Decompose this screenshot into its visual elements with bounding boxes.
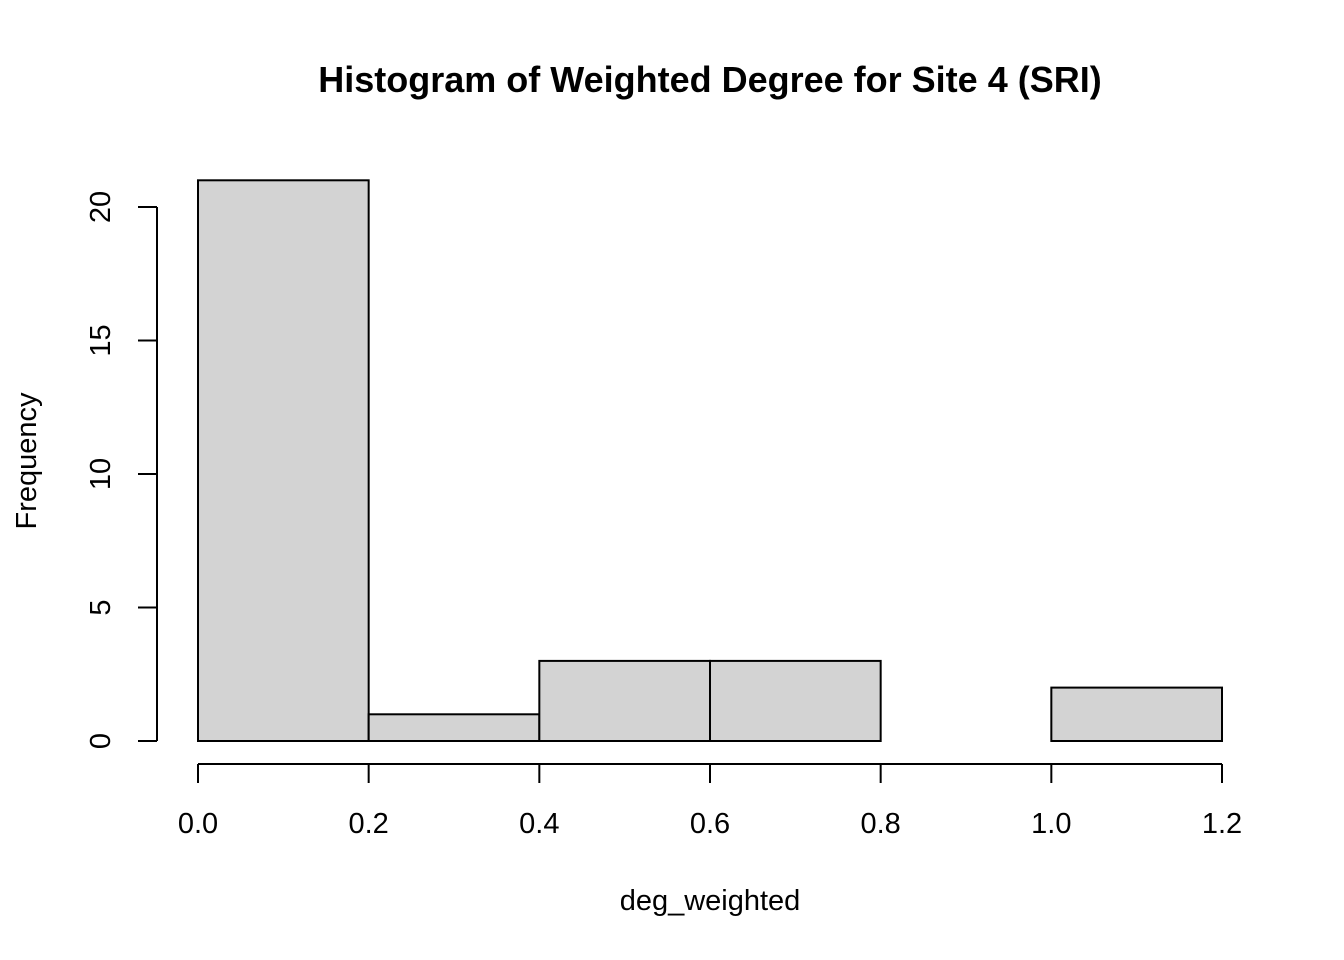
y-axis-label: Frequency xyxy=(11,392,43,530)
x-tick-label: 0.8 xyxy=(861,808,901,840)
y-tick-label: 10 xyxy=(85,458,117,490)
histogram-bar xyxy=(197,179,370,743)
x-axis: 0.0 0.2 0.4 0.6 0.8 1.0 1.2 xyxy=(178,763,1242,840)
x-axis-label: deg_weighted xyxy=(620,885,801,917)
y-tick-label: 20 xyxy=(85,191,117,223)
histogram-bar xyxy=(538,659,711,743)
y-tick-label: 15 xyxy=(85,324,117,356)
x-tick-label: 0.4 xyxy=(519,808,559,840)
histogram-bars xyxy=(197,179,1224,743)
histogram-bar xyxy=(367,713,541,742)
chart-title: Histogram of Weighted Degree for Site 4 … xyxy=(318,59,1101,100)
x-tick-label: 1.0 xyxy=(1031,808,1071,840)
x-tick-label: 0.0 xyxy=(178,808,218,840)
y-tick-label: 0 xyxy=(85,733,117,749)
y-tick-label: 5 xyxy=(85,599,117,615)
x-tick-label: 1.2 xyxy=(1202,808,1242,840)
x-tick-label: 0.6 xyxy=(690,808,730,840)
histogram-bar xyxy=(709,659,882,743)
histogram-bar xyxy=(1050,686,1224,742)
y-axis: 0 5 10 15 20 xyxy=(85,191,158,749)
x-tick-label: 0.2 xyxy=(349,808,389,840)
